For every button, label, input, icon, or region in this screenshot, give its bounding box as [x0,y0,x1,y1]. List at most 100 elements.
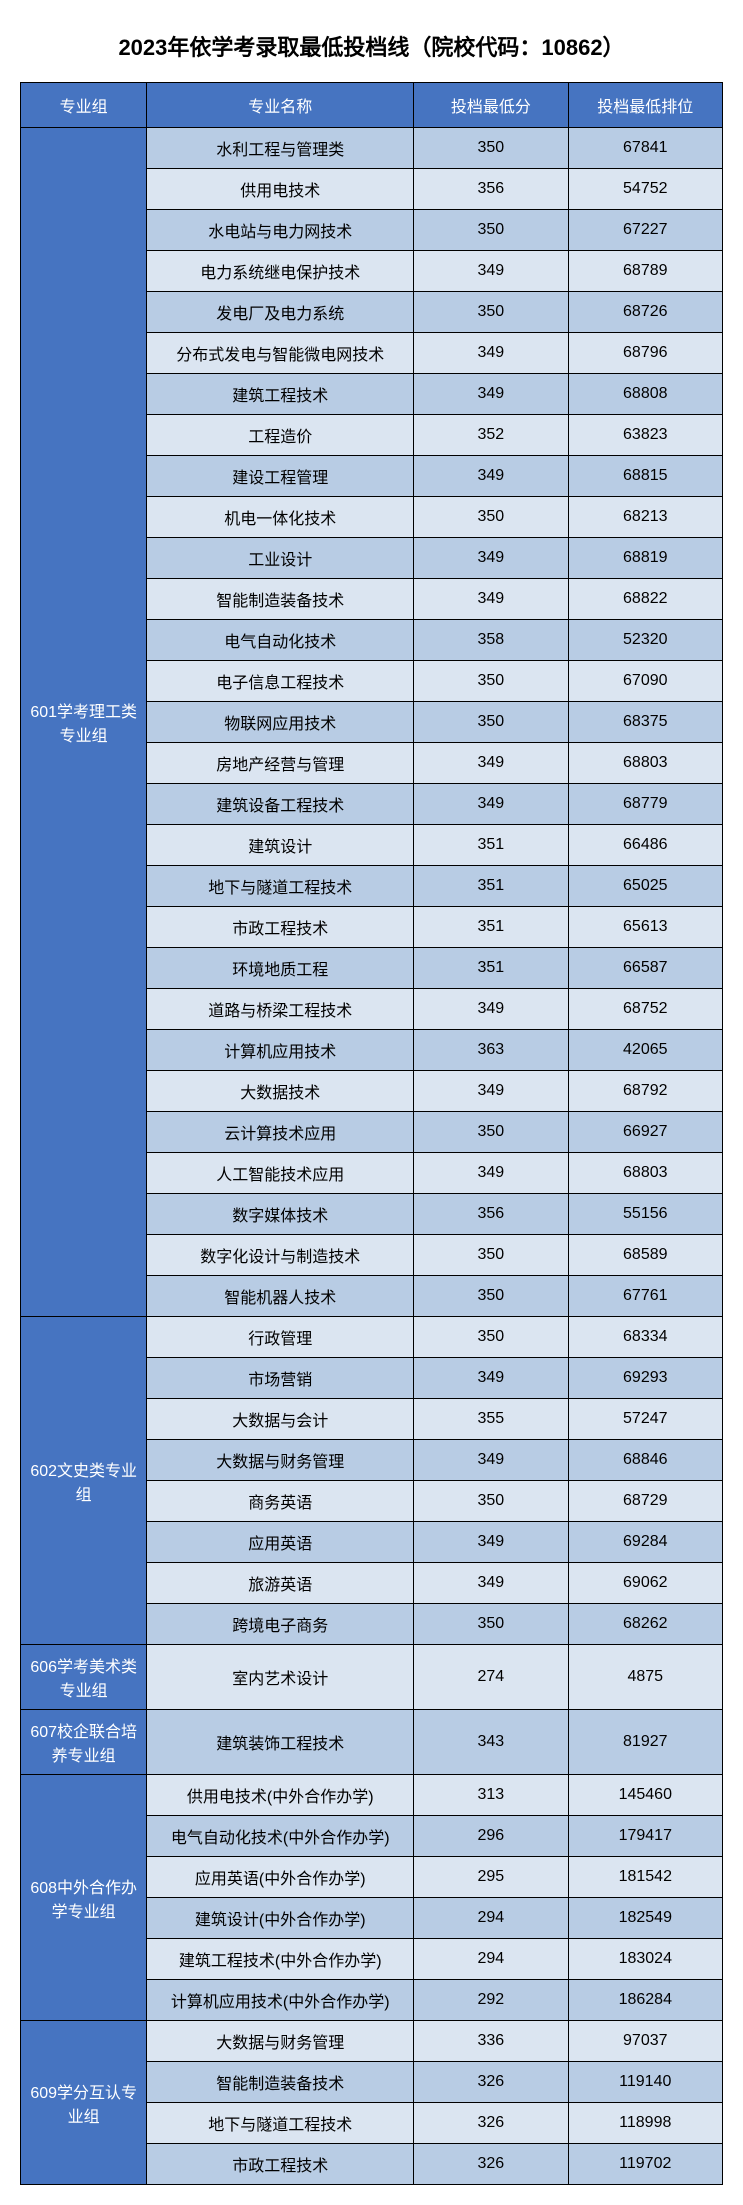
rank-cell: 66486 [568,825,722,866]
score-cell: 343 [414,1710,568,1775]
major-cell: 电力系统继电保护技术 [147,251,414,292]
major-cell: 水电站与电力网技术 [147,210,414,251]
rank-cell: 97037 [568,2021,722,2062]
rank-cell: 68792 [568,1071,722,1112]
rank-cell: 68213 [568,497,722,538]
score-cell: 350 [414,1604,568,1645]
major-cell: 地下与隧道工程技术 [147,2103,414,2144]
rank-cell: 67761 [568,1276,722,1317]
score-cell: 326 [414,2062,568,2103]
rank-cell: 68796 [568,333,722,374]
rank-cell: 183024 [568,1939,722,1980]
score-cell: 351 [414,907,568,948]
rank-cell: 66927 [568,1112,722,1153]
score-cell: 294 [414,1898,568,1939]
major-cell: 房地产经营与管理 [147,743,414,784]
rank-cell: 118998 [568,2103,722,2144]
score-cell: 350 [414,128,568,169]
major-cell: 建筑设计 [147,825,414,866]
score-cell: 351 [414,948,568,989]
rank-cell: 63823 [568,415,722,456]
major-cell: 建筑装饰工程技术 [147,1710,414,1775]
score-cell: 295 [414,1857,568,1898]
major-cell: 市政工程技术 [147,2144,414,2185]
group-cell: 601学考理工类专业组 [21,128,147,1317]
score-cell: 349 [414,1440,568,1481]
score-cell: 349 [414,989,568,1030]
score-cell: 350 [414,702,568,743]
major-cell: 计算机应用技术 [147,1030,414,1071]
major-cell: 行政管理 [147,1317,414,1358]
page-title: 2023年依学考录取最低投档线（院校代码：10862） [20,30,723,62]
score-cell: 356 [414,169,568,210]
score-cell: 350 [414,661,568,702]
rank-cell: 145460 [568,1775,722,1816]
major-cell: 智能机器人技术 [147,1276,414,1317]
major-cell: 地下与隧道工程技术 [147,866,414,907]
score-cell: 349 [414,1358,568,1399]
score-cell: 296 [414,1816,568,1857]
major-cell: 机电一体化技术 [147,497,414,538]
admission-table: 专业组 专业名称 投档最低分 投档最低排位 601学考理工类专业组水利工程与管理… [20,82,723,2185]
score-cell: 349 [414,1563,568,1604]
score-cell: 349 [414,333,568,374]
score-cell: 351 [414,866,568,907]
major-cell: 物联网应用技术 [147,702,414,743]
major-cell: 应用英语 [147,1522,414,1563]
major-cell: 建筑工程技术(中外合作办学) [147,1939,414,1980]
major-cell: 市场营销 [147,1358,414,1399]
score-cell: 274 [414,1645,568,1710]
score-cell: 350 [414,210,568,251]
major-cell: 道路与桥梁工程技术 [147,989,414,1030]
rank-cell: 68729 [568,1481,722,1522]
table-row: 609学分互认专业组大数据与财务管理33697037 [21,2021,723,2062]
score-cell: 349 [414,579,568,620]
rank-cell: 68819 [568,538,722,579]
group-cell: 606学考美术类专业组 [21,1645,147,1710]
rank-cell: 67841 [568,128,722,169]
score-cell: 350 [414,497,568,538]
score-cell: 349 [414,251,568,292]
rank-cell: 57247 [568,1399,722,1440]
major-cell: 大数据技术 [147,1071,414,1112]
rank-cell: 68779 [568,784,722,825]
rank-cell: 186284 [568,1980,722,2021]
rank-cell: 68808 [568,374,722,415]
score-cell: 352 [414,415,568,456]
rank-cell: 181542 [568,1857,722,1898]
rank-cell: 54752 [568,169,722,210]
score-cell: 350 [414,292,568,333]
score-cell: 326 [414,2144,568,2185]
score-cell: 355 [414,1399,568,1440]
rank-cell: 4875 [568,1645,722,1710]
rank-cell: 119702 [568,2144,722,2185]
score-cell: 350 [414,1112,568,1153]
table-row: 608中外合作办学专业组供用电技术(中外合作办学)313145460 [21,1775,723,1816]
group-cell: 609学分互认专业组 [21,2021,147,2185]
score-cell: 349 [414,1071,568,1112]
group-cell: 607校企联合培养专业组 [21,1710,147,1775]
major-cell: 工程造价 [147,415,414,456]
rank-cell: 68815 [568,456,722,497]
rank-cell: 68752 [568,989,722,1030]
rank-cell: 68262 [568,1604,722,1645]
rank-cell: 42065 [568,1030,722,1071]
score-cell: 349 [414,1522,568,1563]
major-cell: 大数据与会计 [147,1399,414,1440]
major-cell: 建筑设备工程技术 [147,784,414,825]
rank-cell: 68846 [568,1440,722,1481]
rank-cell: 182549 [568,1898,722,1939]
score-cell: 292 [414,1980,568,2021]
rank-cell: 69062 [568,1563,722,1604]
major-cell: 发电厂及电力系统 [147,292,414,333]
col-major: 专业名称 [147,83,414,128]
major-cell: 市政工程技术 [147,907,414,948]
rank-cell: 66587 [568,948,722,989]
major-cell: 应用英语(中外合作办学) [147,1857,414,1898]
rank-cell: 69284 [568,1522,722,1563]
rank-cell: 67227 [568,210,722,251]
rank-cell: 68375 [568,702,722,743]
score-cell: 356 [414,1194,568,1235]
major-cell: 水利工程与管理类 [147,128,414,169]
table-row: 607校企联合培养专业组建筑装饰工程技术34381927 [21,1710,723,1775]
